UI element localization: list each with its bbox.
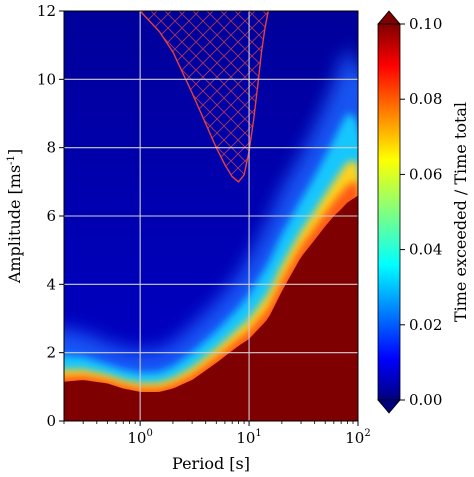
y-tick-label: 12 [37,2,56,20]
gridlines [64,11,358,421]
hatched-region [140,11,269,182]
y-axis-ticks: 0 2 4 6 8 10 12 [37,2,64,430]
colorbar-extend-top [377,10,401,25]
y-tick-label: 10 [37,70,56,88]
colorbar-tick-label: 0.02 [409,316,442,334]
colorbar-tick-label: 0.04 [409,241,442,259]
colorbar-extend-bottom [377,399,401,414]
y-axis-title: Amplitude [ms-1] [5,149,24,284]
y-tick-label: 2 [46,344,56,362]
y-tick-label: 8 [46,139,56,157]
colorbar-tick-label: 0.00 [409,391,442,409]
hatched-region-outline [139,11,269,183]
colorbar-gradient [377,23,401,401]
colorbar-tick-label: 0.06 [409,165,442,183]
colorbar-tick-label: 0.08 [409,90,442,108]
density-band-saturated [64,195,358,421]
colorbar-label: Time exceeded / Time total [451,102,470,322]
y-tick-label: 4 [46,275,56,293]
colorbar: 0.00 0.02 0.04 0.06 0.08 0.10 Time exceeded /… [377,10,470,414]
colorbar-tick-label: 0.10 [409,15,442,33]
y-axis-title-superscript: -1 [6,155,17,165]
colorbar-ticks: 0.00 0.02 0.04 0.06 0.08 0.10 [400,15,442,409]
x-axis-title: Period [s] [172,454,250,473]
plot-area [64,11,358,421]
y-tick-label: 6 [46,207,56,225]
y-tick-label: 0 [46,412,56,430]
x-tick-label: 102 [345,428,370,447]
x-tick-label: 100 [127,428,152,447]
x-axis-ticks: 100 101 102 [63,421,371,447]
x-tick-label: 101 [236,428,261,447]
